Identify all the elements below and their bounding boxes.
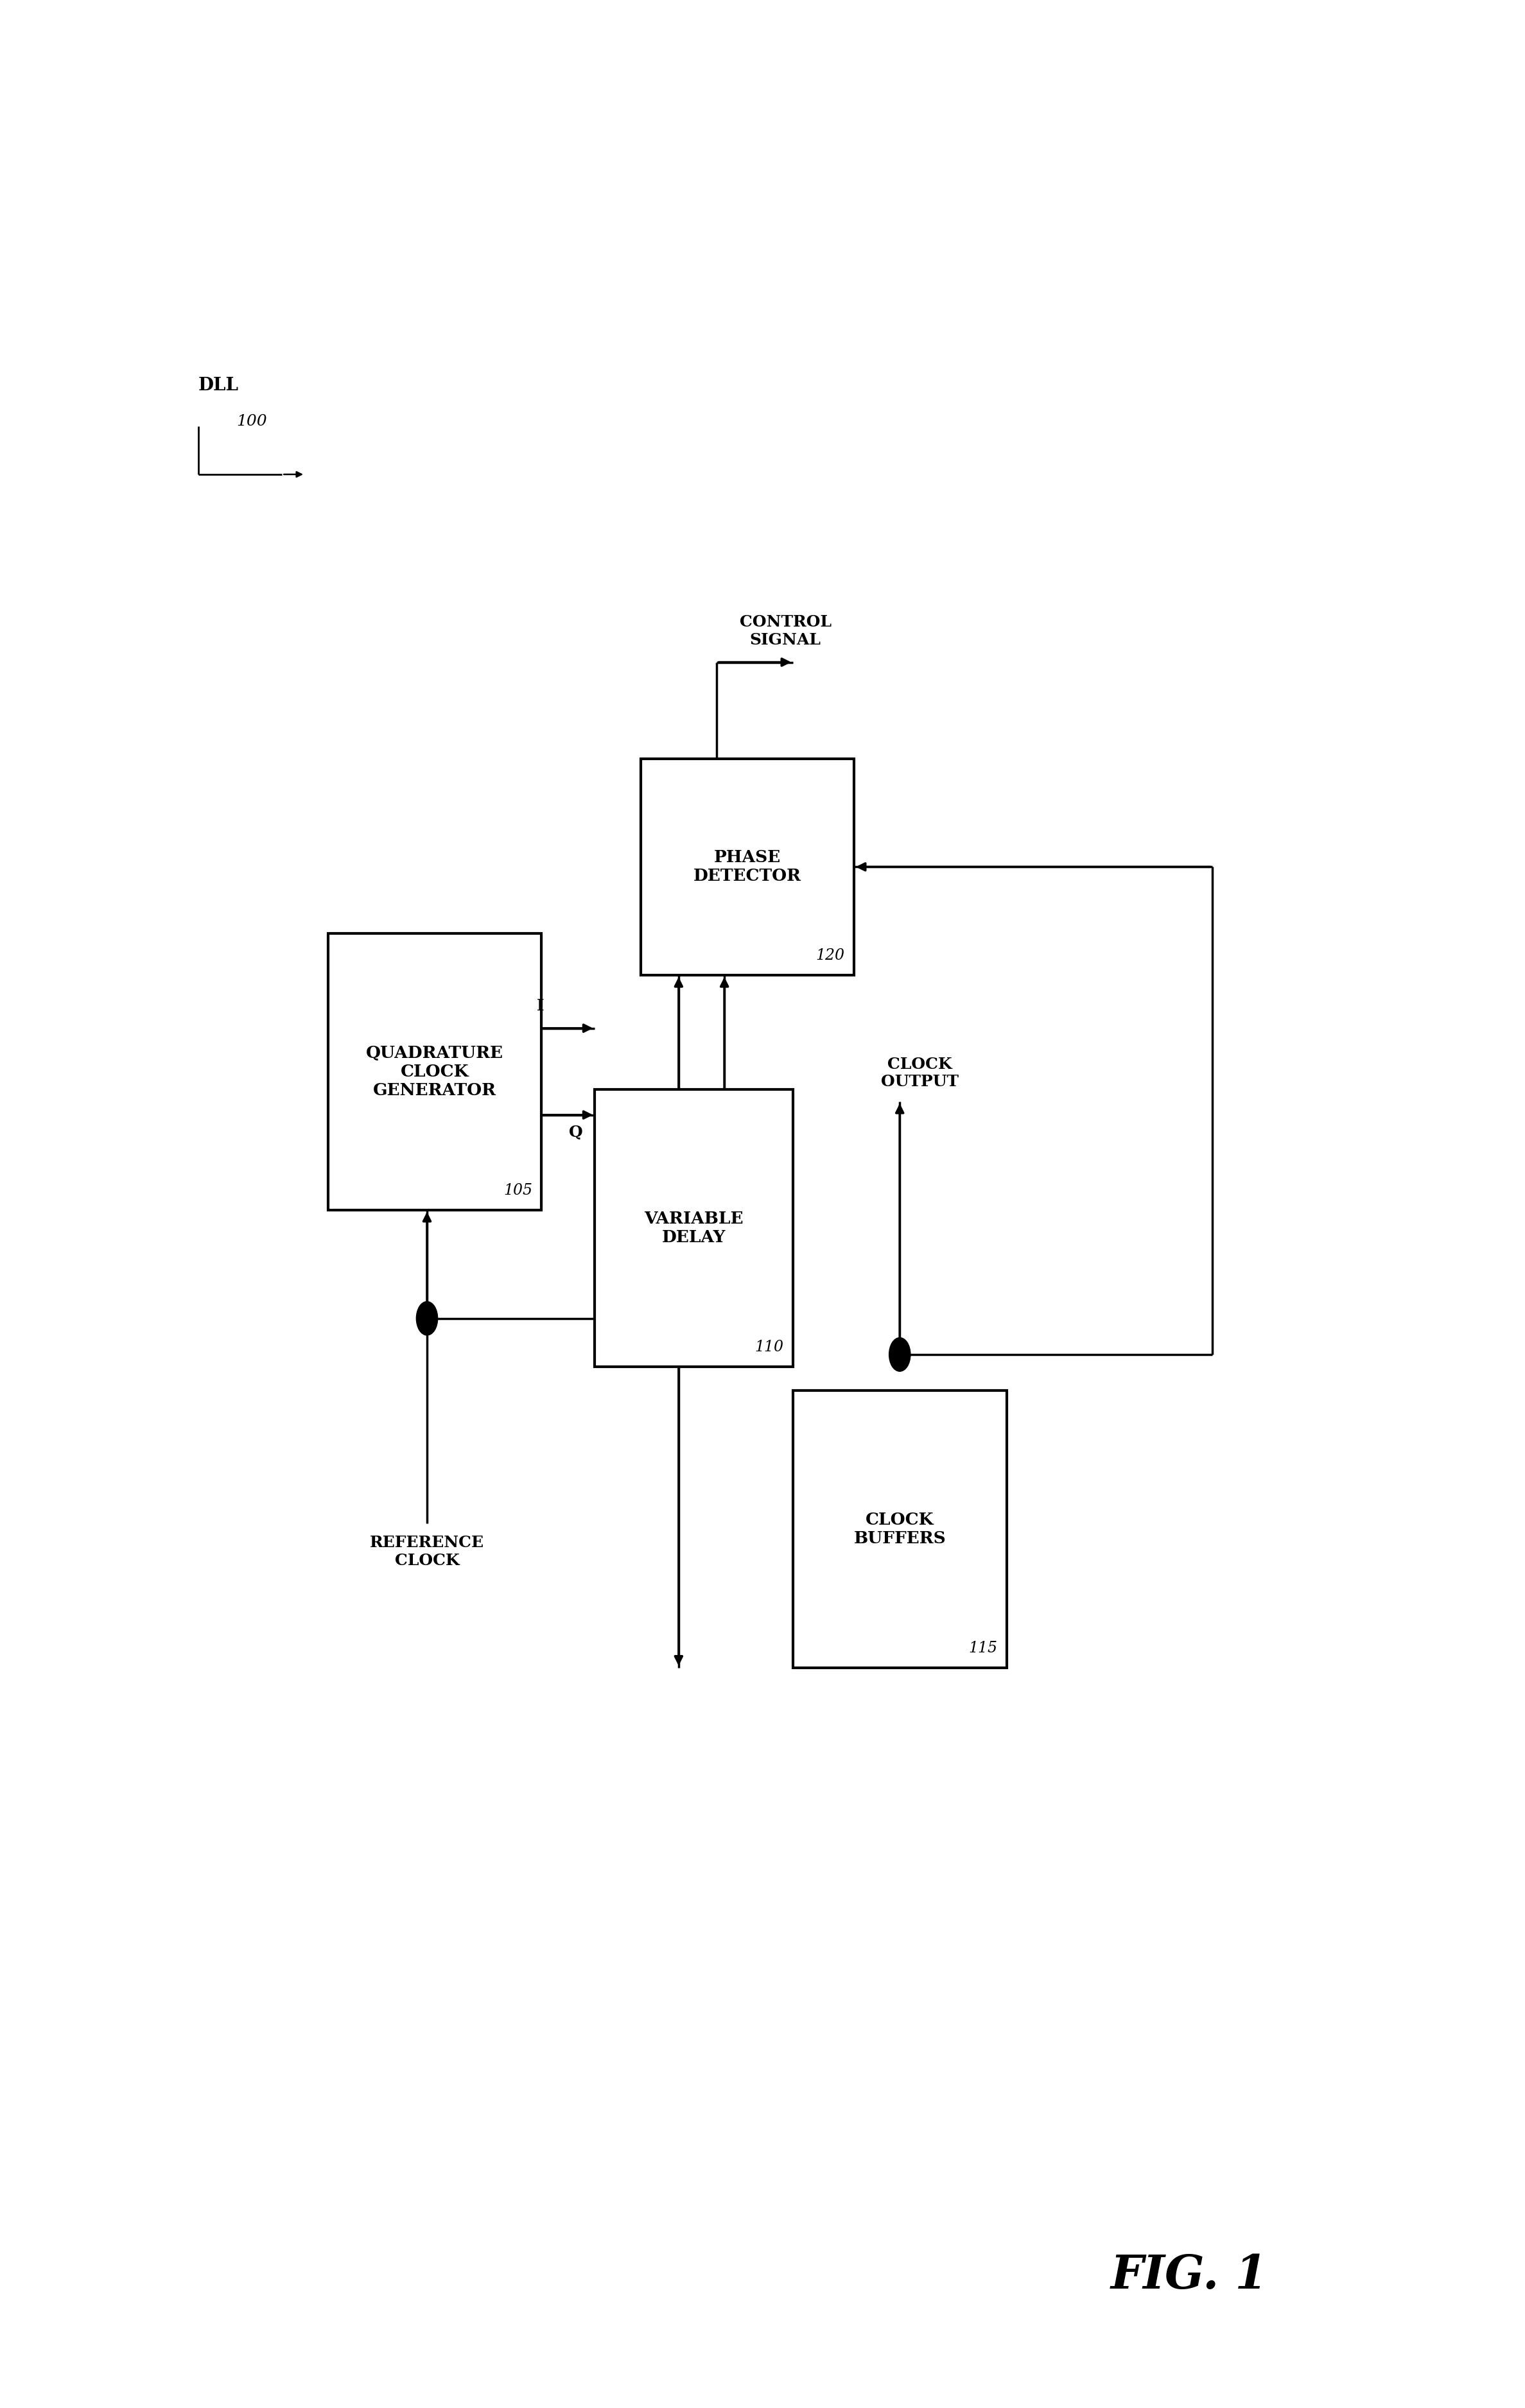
Text: 105: 105 xyxy=(503,1182,532,1197)
Text: CONTROL
SIGNAL: CONTROL SIGNAL xyxy=(740,614,831,648)
Text: 115: 115 xyxy=(968,1640,997,1657)
Circle shape xyxy=(416,1300,438,1334)
Text: I: I xyxy=(537,999,544,1014)
Bar xyxy=(640,759,854,975)
Text: DLL: DLL xyxy=(198,376,239,395)
Bar xyxy=(793,1392,1006,1669)
Text: REFERENCE
CLOCK: REFERENCE CLOCK xyxy=(371,1536,483,1568)
Bar xyxy=(595,1091,793,1368)
Circle shape xyxy=(889,1339,910,1373)
Text: CLOCK
BUFFERS: CLOCK BUFFERS xyxy=(854,1512,946,1546)
Text: 110: 110 xyxy=(755,1339,784,1353)
Text: QUADRATURE
CLOCK
GENERATOR: QUADRATURE CLOCK GENERATOR xyxy=(366,1045,503,1098)
Text: VARIABLE
DELAY: VARIABLE DELAY xyxy=(644,1211,744,1245)
Bar xyxy=(328,932,541,1209)
Text: PHASE
DETECTOR: PHASE DETECTOR xyxy=(694,850,801,884)
Text: 120: 120 xyxy=(816,949,845,963)
Text: Q: Q xyxy=(569,1125,583,1139)
Text: FIG. 1: FIG. 1 xyxy=(1110,2254,1269,2297)
Text: 100: 100 xyxy=(236,414,267,429)
Text: CLOCK
OUTPUT: CLOCK OUTPUT xyxy=(881,1057,958,1088)
